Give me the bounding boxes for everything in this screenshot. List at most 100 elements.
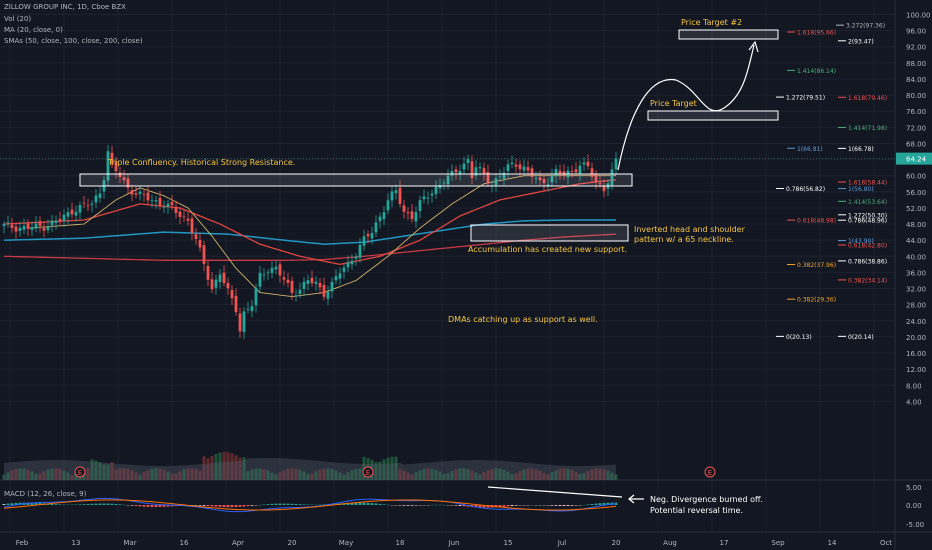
annotation-ihs-line1: Inverted head and shoulder (634, 225, 746, 234)
candle-body (306, 280, 310, 284)
volume-bar (98, 462, 102, 480)
divergence-trendline (487, 486, 623, 498)
macd-histogram-bar (154, 505, 158, 508)
candle-body (246, 308, 250, 310)
macd-histogram-bar (462, 505, 466, 507)
candle-body (510, 162, 514, 165)
price-tick-label: 4.00 (906, 398, 922, 406)
volume-bar (230, 453, 234, 480)
candle-body (478, 167, 482, 169)
candle-body (278, 264, 282, 276)
volume-bar (70, 474, 74, 480)
annotation-divergence-line1: Neg. Divergence burned off. (650, 495, 763, 504)
annotation-divergence-line2: Potential reversal time. (650, 506, 743, 515)
price-tick-label: 76.00 (906, 108, 926, 116)
volume-bar (102, 464, 106, 480)
volume-bar (314, 471, 318, 480)
volume-bar (302, 471, 306, 480)
candle-body (386, 200, 390, 211)
fib-level-label: 1.414(86.14) (797, 68, 836, 75)
candle-body (482, 168, 486, 175)
fib-level-label: 0.382(29.36) (797, 297, 836, 304)
macd-histogram-bar (142, 505, 146, 507)
macd-histogram-bar (406, 505, 410, 506)
volume-bar (386, 457, 390, 480)
candle-body (314, 281, 318, 284)
volume-bar (382, 459, 386, 480)
macd-histogram-bar (330, 503, 334, 505)
candle-body (438, 185, 442, 189)
volume-bar (322, 468, 326, 480)
volume-bar (18, 468, 22, 480)
volume-bar (338, 472, 342, 480)
volume-bar (254, 468, 258, 480)
macd-histogram-bar (34, 502, 38, 505)
candle-body (494, 178, 498, 186)
candle-body (558, 170, 562, 174)
candle-body (18, 227, 22, 231)
volume-bar (94, 460, 98, 480)
volume-bar (134, 472, 138, 480)
sma-legend[interactable]: SMAs (50, close, 100, close, 200, close) (4, 37, 143, 45)
candle-body (550, 175, 554, 183)
candle-body (134, 193, 138, 195)
macd-histogram-bar (86, 504, 90, 505)
volume-bar (114, 469, 118, 480)
volume-bar (494, 468, 498, 480)
candle-body (130, 190, 134, 195)
macd-histogram-bar (290, 503, 294, 505)
fib-level-label: 0.618(42.80) (848, 243, 887, 250)
macd-histogram-bar (102, 503, 106, 505)
macd-legend[interactable]: MACD (12, 26, close, 9) (4, 490, 87, 498)
macd-histogram-bar (262, 504, 266, 505)
time-tick-label: Jul (557, 539, 567, 547)
price-tick-label: 92.00 (906, 44, 926, 52)
fib-level-label: 0.382(34.14) (848, 277, 887, 284)
candle-body (114, 161, 118, 172)
candle-body (266, 272, 270, 274)
macd-histogram-bar (150, 505, 154, 508)
volume-bar (426, 468, 430, 480)
volume-bar (374, 462, 378, 480)
candle-body (518, 164, 522, 170)
vol-legend[interactable]: Vol (20) (4, 15, 32, 23)
earnings-marker-label: E (366, 469, 370, 477)
volume-bar (242, 457, 246, 480)
candle-body (26, 223, 30, 229)
candle-body (338, 273, 342, 279)
price-target-box (647, 110, 779, 121)
time-tick-label: Aug (663, 539, 677, 547)
volume-bar (566, 468, 570, 480)
volume-bar (546, 474, 550, 480)
ma-legend[interactable]: MA (20, close, 0) (4, 26, 63, 34)
price-tick-label: 12.00 (906, 366, 926, 374)
volume-bar (334, 470, 338, 480)
candle-body (294, 295, 298, 297)
macd-histogram-bar (246, 505, 250, 507)
candle-body (342, 267, 346, 272)
fib-level-label: 1.272(79.51) (786, 95, 825, 102)
volume-bar (130, 470, 134, 480)
macd-histogram-bar (294, 504, 298, 505)
candle-body (454, 169, 458, 173)
candle-body (578, 165, 582, 175)
time-tick-label: Sep (771, 539, 785, 547)
macd-histogram-bar (230, 505, 234, 508)
volume-bar (142, 472, 146, 480)
candle-body (122, 177, 126, 181)
fib-level-label: 1(56.80) (848, 186, 874, 193)
macd-histogram-bar (602, 502, 606, 505)
candle-body (178, 211, 182, 217)
candle-body (430, 193, 434, 196)
macd-histogram-bar (82, 504, 86, 505)
macd-histogram-bar (202, 505, 206, 506)
symbol-legend[interactable]: ZILLOW GROUP INC, 1D, Cboe BZX (4, 3, 126, 11)
volume-bar (162, 469, 166, 480)
candle-body (242, 311, 246, 332)
macd-histogram-bar (94, 503, 98, 505)
annotation-price-target: Price Target (650, 99, 697, 108)
volume-bar (442, 473, 446, 480)
candle-body (586, 161, 590, 167)
volume-bar (482, 472, 486, 480)
